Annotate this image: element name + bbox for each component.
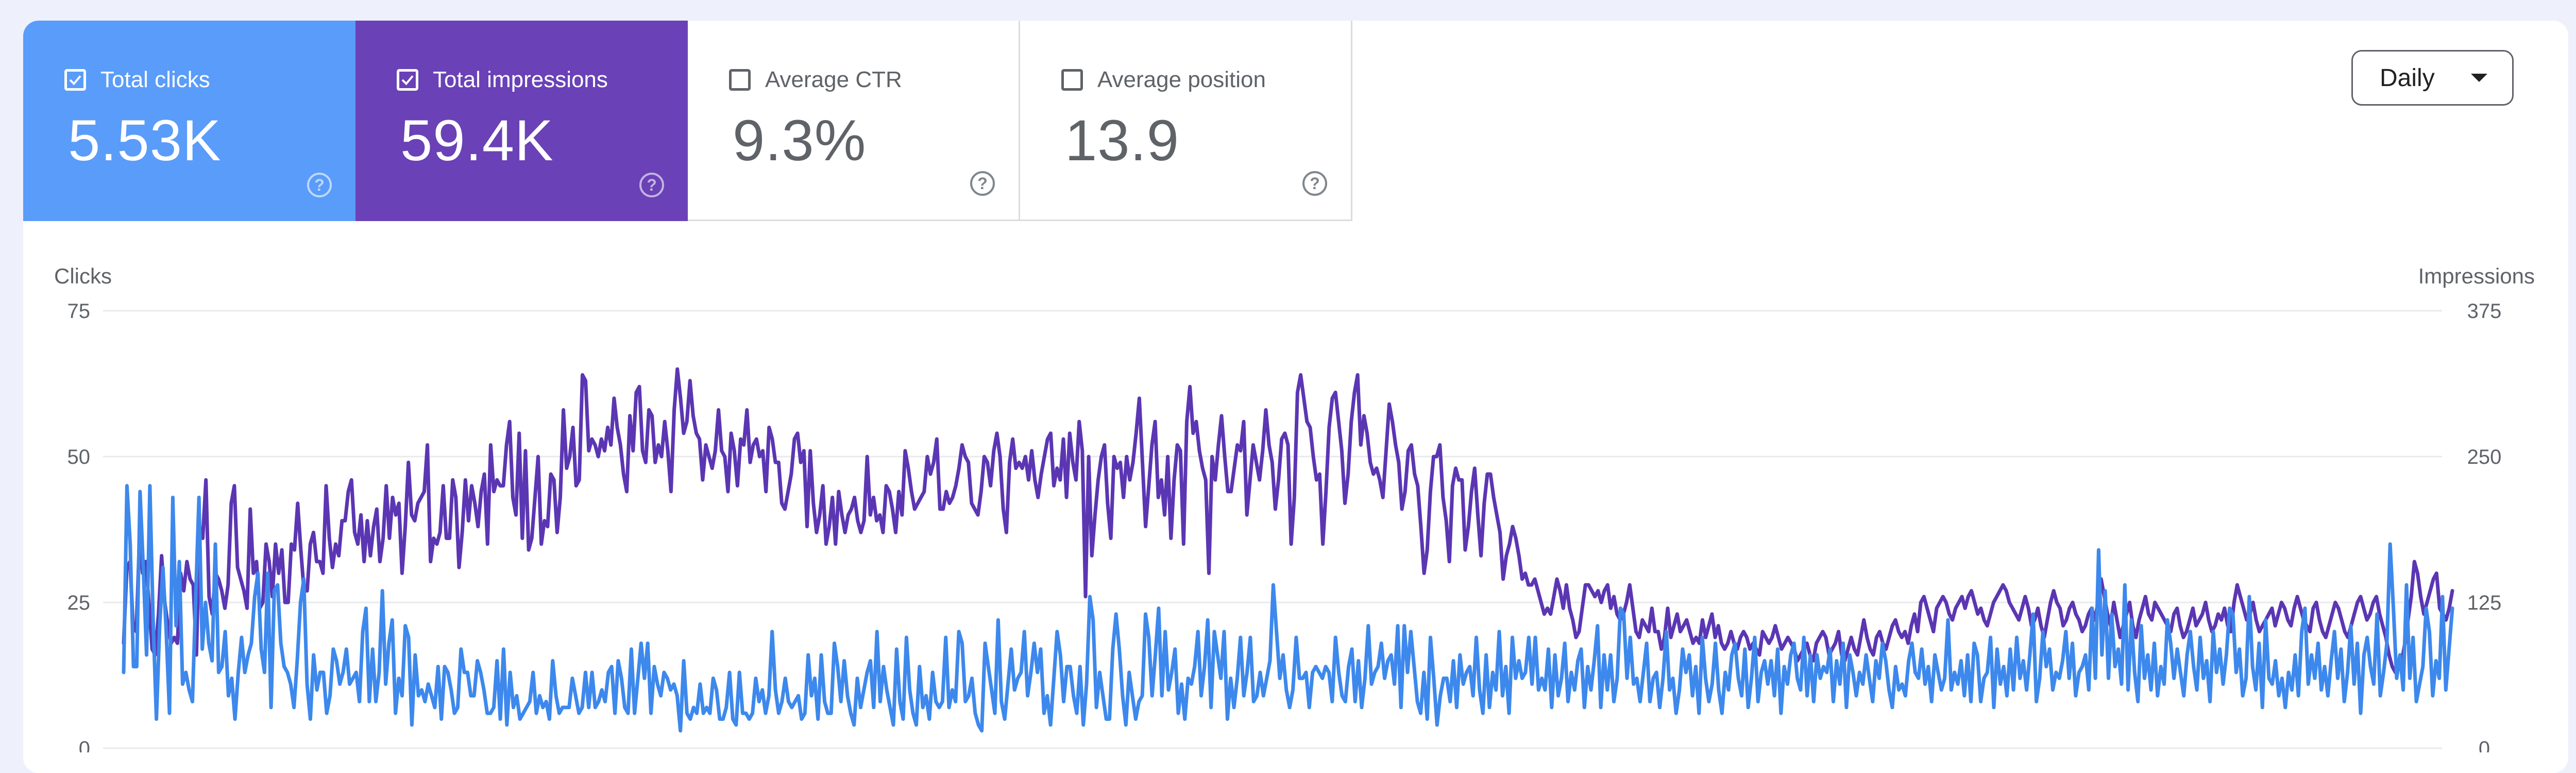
metric-head: Average CTR [729, 67, 902, 93]
checkmark-icon [69, 75, 81, 86]
right-tick-label: 125 [2467, 592, 2502, 614]
metric-label: Average position [1097, 67, 1266, 92]
granularity-label: Daily [2380, 64, 2435, 92]
impressions-series-line [122, 367, 2454, 675]
help-icon[interactable]: ? [307, 173, 332, 197]
chevron-down-icon [2471, 74, 2487, 82]
help-icon[interactable]: ? [1302, 171, 1327, 196]
right-tick-label: 0 [2479, 737, 2490, 752]
left-tick-label: 50 [67, 446, 91, 468]
metric-average-ctr[interactable]: Average CTR 9.3% ? [688, 21, 1020, 221]
left-tick-label: 25 [67, 592, 91, 614]
help-icon[interactable]: ? [639, 173, 664, 197]
metric-label: Total clicks [100, 67, 210, 92]
metric-value: 9.3% [733, 108, 867, 173]
left-tick-label: 75 [67, 300, 91, 323]
metric-label: Total impressions [433, 67, 608, 92]
left-tick-label: 0 [79, 737, 90, 752]
checkbox-unchecked-icon[interactable] [1061, 69, 1083, 91]
checkmark-icon [401, 75, 414, 86]
right-tick-label: 375 [2467, 300, 2502, 323]
metric-head: Total impressions [397, 67, 608, 93]
performance-chart: Clicks Impressions 0 25 50 75 0 125 250 375 [54, 264, 2535, 752]
metric-head: Total clicks [64, 67, 210, 93]
checkbox-checked-icon[interactable] [64, 69, 86, 91]
metric-average-position[interactable]: Average position 13.9 ? [1020, 21, 1352, 221]
metric-value: 5.53K [68, 108, 222, 173]
metric-value: 59.4K [400, 108, 554, 173]
right-tick-label: 250 [2467, 446, 2502, 468]
performance-card: Total clicks 5.53K ? Total impressions 5… [23, 21, 2568, 773]
metric-head: Average position [1061, 67, 1266, 93]
metric-total-impressions[interactable]: Total impressions 59.4K ? [355, 21, 688, 221]
help-icon[interactable]: ? [970, 171, 995, 196]
clicks-series-line [122, 484, 2454, 733]
metric-label: Average CTR [765, 67, 902, 92]
granularity-dropdown[interactable]: Daily [2351, 50, 2514, 106]
checkbox-checked-icon[interactable] [397, 69, 418, 91]
metric-tabs: Total clicks 5.53K ? Total impressions 5… [23, 21, 1352, 221]
metric-value: 13.9 [1065, 108, 1179, 173]
left-axis-title: Clicks [54, 264, 112, 288]
right-axis-title: Impressions [2418, 264, 2535, 288]
metric-total-clicks[interactable]: Total clicks 5.53K ? [23, 21, 355, 221]
checkbox-unchecked-icon[interactable] [729, 69, 751, 91]
